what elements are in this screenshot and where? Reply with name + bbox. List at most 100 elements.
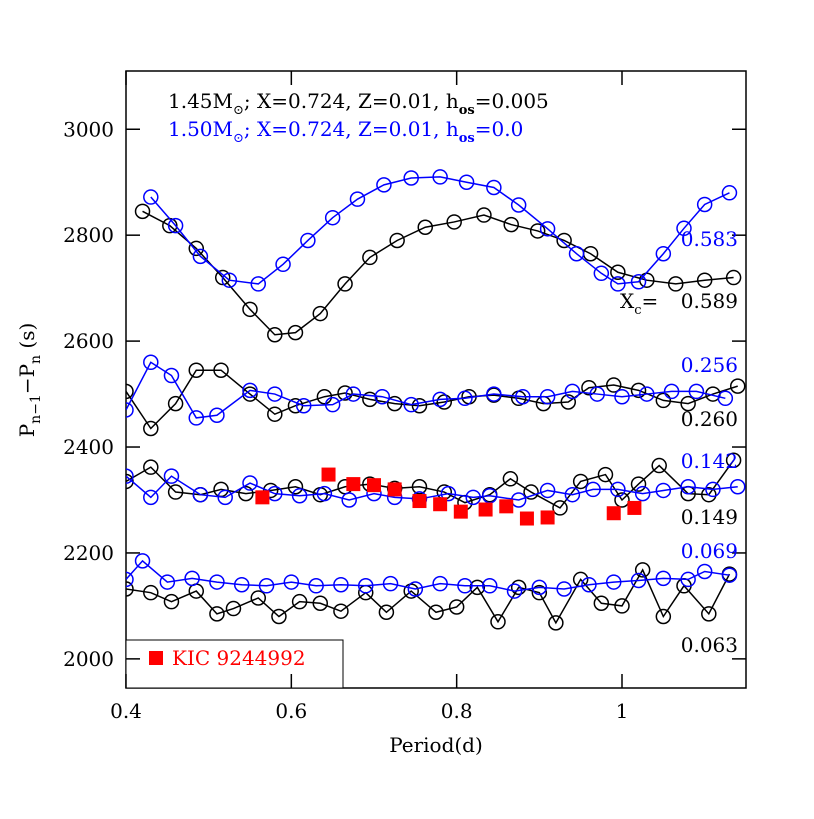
marker xyxy=(163,468,180,484)
label-part: −P xyxy=(15,364,39,394)
marker xyxy=(593,595,610,612)
marker xyxy=(333,576,349,593)
marker xyxy=(378,604,395,621)
marker xyxy=(213,362,229,378)
marker xyxy=(696,196,713,213)
y-tick-label: 2600 xyxy=(63,329,114,353)
marker xyxy=(428,604,444,621)
marker xyxy=(221,272,238,288)
marker xyxy=(411,397,428,414)
marker xyxy=(192,486,209,503)
marker xyxy=(680,395,696,412)
marker xyxy=(717,390,734,407)
x-axis-label: Period(d) xyxy=(389,733,483,757)
marker xyxy=(267,326,283,343)
marker xyxy=(374,388,391,405)
observed-point xyxy=(478,502,493,517)
marker xyxy=(593,265,610,282)
marker xyxy=(486,386,502,402)
marker xyxy=(184,570,200,587)
marker xyxy=(267,406,283,422)
observed-point xyxy=(453,504,468,519)
marker xyxy=(143,189,159,205)
marker xyxy=(655,482,672,499)
series-line xyxy=(126,559,730,592)
marker xyxy=(597,466,614,483)
marker xyxy=(457,578,473,594)
marker xyxy=(312,595,329,612)
marker xyxy=(217,489,233,506)
marker xyxy=(287,478,304,495)
subscript: n−1 xyxy=(28,394,44,424)
subscript: ⊙ xyxy=(233,131,244,146)
marker xyxy=(287,324,304,341)
observed-point xyxy=(627,500,642,515)
series-label: 0.063 xyxy=(681,633,738,657)
marker xyxy=(308,578,324,594)
marker xyxy=(376,177,392,193)
marker xyxy=(701,486,717,503)
marker xyxy=(192,248,209,265)
series-label: 0.149 xyxy=(681,505,738,529)
plot-area xyxy=(126,169,746,631)
marker xyxy=(167,395,184,412)
marker xyxy=(634,485,651,502)
marker xyxy=(548,615,564,631)
marker xyxy=(159,574,176,590)
marker xyxy=(163,593,180,610)
marker xyxy=(568,245,585,262)
marker xyxy=(163,367,180,384)
marker xyxy=(510,579,527,596)
marker xyxy=(630,476,647,492)
marker xyxy=(362,249,378,266)
y-tick-label: 3000 xyxy=(63,117,114,141)
marker xyxy=(486,179,502,196)
observed-point xyxy=(412,494,427,509)
marker xyxy=(529,223,546,239)
marker xyxy=(188,362,205,378)
marker xyxy=(605,377,622,393)
marker xyxy=(167,217,184,234)
marker xyxy=(614,598,630,614)
marker xyxy=(515,388,531,405)
y-tick-label: 2000 xyxy=(63,647,114,671)
marker xyxy=(349,191,366,207)
marker xyxy=(312,305,329,322)
marker xyxy=(503,216,519,233)
header-line: 1.45M⊙; X=0.724, Z=0.01, hos=0.005 xyxy=(168,89,549,118)
label-part: (s) xyxy=(15,323,39,355)
marker xyxy=(688,383,705,400)
marker xyxy=(300,232,316,249)
observed-point xyxy=(540,510,555,525)
x-tick-label: 0.4 xyxy=(110,699,142,723)
header-part: =0.005 xyxy=(475,89,549,113)
marker xyxy=(382,575,399,592)
marker xyxy=(552,500,568,516)
marker xyxy=(667,276,684,292)
marker xyxy=(126,571,134,588)
x-tick-label: 1 xyxy=(616,699,629,723)
x-tick-label: 0.8 xyxy=(441,699,473,723)
marker xyxy=(386,395,403,412)
marker xyxy=(341,492,357,508)
series-label: 0.583 xyxy=(681,227,738,251)
marker xyxy=(581,576,597,593)
header-part: ; X=0.724, Z=0.01, h xyxy=(244,117,459,141)
marker xyxy=(610,276,626,292)
marker xyxy=(345,386,362,402)
marker xyxy=(267,386,283,402)
marker xyxy=(725,269,742,286)
marker xyxy=(362,391,378,408)
marker xyxy=(458,174,475,190)
marker xyxy=(432,391,448,408)
marker xyxy=(357,578,374,594)
marker xyxy=(167,484,184,500)
marker xyxy=(605,574,622,590)
marker xyxy=(337,385,353,401)
marker xyxy=(585,481,601,498)
marker xyxy=(564,486,581,503)
marker xyxy=(610,481,626,498)
marker xyxy=(457,390,473,407)
marker xyxy=(481,578,498,594)
header-part: =0.0 xyxy=(475,117,524,141)
